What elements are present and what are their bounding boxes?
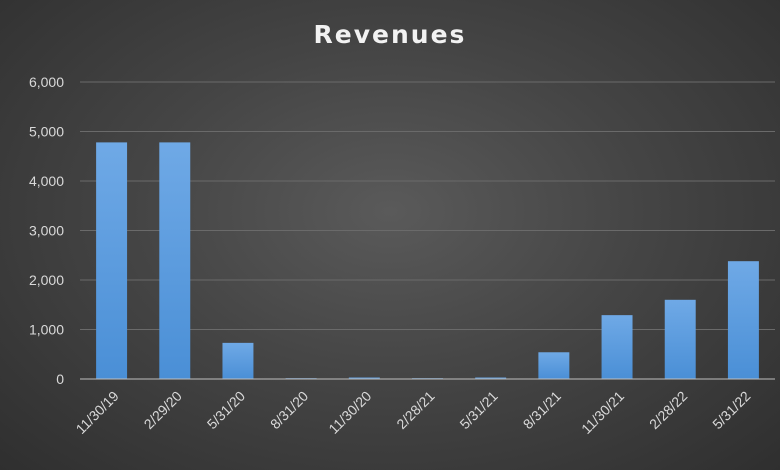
x-tick-label: 5/31/21 — [456, 388, 500, 432]
x-tick-label: 2/29/20 — [141, 388, 185, 432]
x-tick-label: 8/31/20 — [267, 388, 311, 432]
bar — [601, 315, 633, 379]
y-tick-label: 0 — [56, 371, 64, 387]
x-tick-label: 2/28/22 — [646, 388, 690, 432]
x-tick-label: 11/30/19 — [73, 388, 122, 437]
bar — [222, 342, 254, 379]
gridlines — [80, 81, 775, 330]
bar — [96, 142, 128, 379]
bar — [538, 352, 570, 379]
y-tick-label: 4,000 — [29, 173, 64, 189]
bar — [475, 377, 507, 379]
bar — [348, 377, 380, 379]
bar — [664, 299, 696, 379]
x-tick-label: 5/31/20 — [204, 388, 248, 432]
y-tick-label: 1,000 — [29, 322, 64, 338]
x-tick-label: 11/30/21 — [578, 388, 627, 437]
y-tick-label: 2,000 — [29, 272, 64, 288]
chart-title: Revenues — [313, 20, 467, 49]
tick-labels: 0 1,000 2,000 3,000 4,000 5,000 6,000 11/30/19 2… — [29, 74, 754, 437]
x-tick-label: 2/28/21 — [393, 388, 437, 432]
bar — [159, 142, 191, 379]
bars — [96, 142, 759, 379]
y-tick-label: 3,000 — [29, 223, 64, 239]
x-tick-label: 11/30/20 — [325, 388, 374, 437]
y-tick-label: 5,000 — [29, 124, 64, 140]
x-tick-label: 5/31/22 — [709, 388, 753, 432]
x-tick-label: 8/31/21 — [520, 388, 564, 432]
y-tick-label: 6,000 — [29, 74, 64, 90]
bar — [727, 261, 759, 379]
